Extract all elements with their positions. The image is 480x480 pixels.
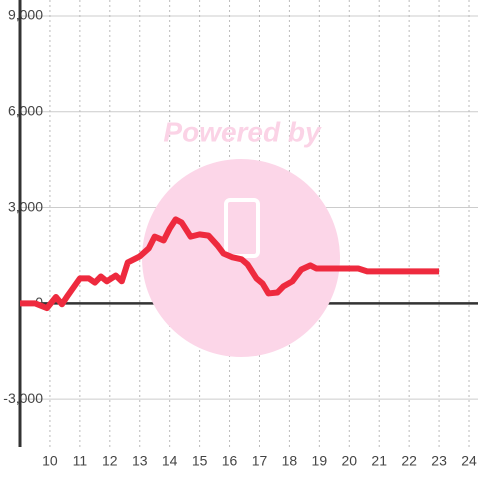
x-tick-label: 17 <box>252 453 268 469</box>
x-tick-label: 10 <box>42 453 58 469</box>
x-tick-label: 18 <box>282 453 298 469</box>
x-tick-label: 20 <box>341 453 357 469</box>
x-tick-label: 13 <box>132 453 148 469</box>
x-tick-label: 22 <box>401 453 417 469</box>
y-tick-label: -3,000 <box>3 390 43 406</box>
x-tick-label: 14 <box>162 453 178 469</box>
x-tick-label: 16 <box>222 453 238 469</box>
x-tick-label: 19 <box>312 453 328 469</box>
data-line <box>20 216 440 312</box>
y-tick-label: 9,000 <box>8 7 43 23</box>
watermark: Powered by <box>163 116 322 147</box>
x-tick-label: 12 <box>102 453 118 469</box>
x-tick-label: 21 <box>371 453 387 469</box>
x-tick-label: 15 <box>192 453 208 469</box>
x-tick-label: 23 <box>431 453 447 469</box>
x-tick-label: 24 <box>461 453 477 469</box>
y-tick-label: 3,000 <box>8 198 43 214</box>
y-tick-label: 6,000 <box>8 102 43 118</box>
watermark-logo <box>224 198 260 258</box>
x-tick-label: 11 <box>73 453 88 469</box>
